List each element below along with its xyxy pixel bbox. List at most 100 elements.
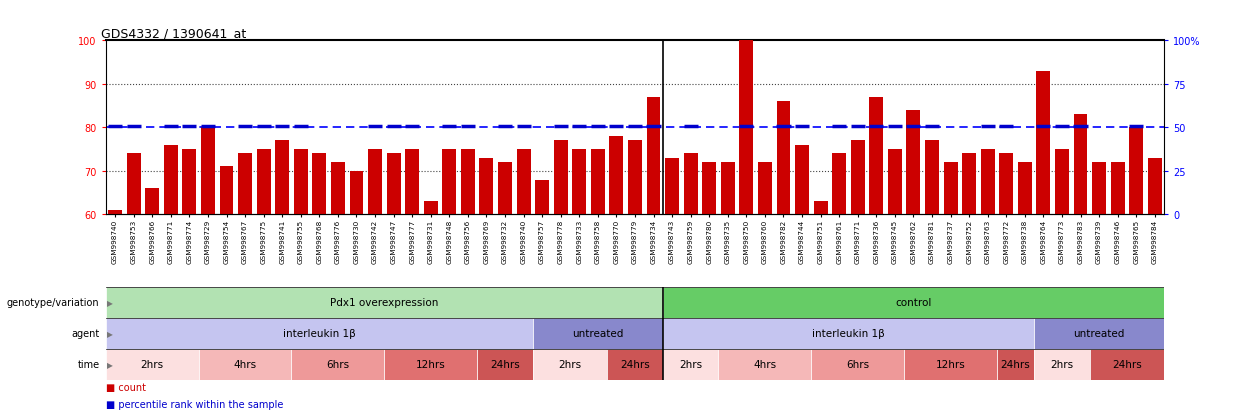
Bar	[888, 150, 901, 215]
Text: Pdx1 overexpression: Pdx1 overexpression	[330, 297, 438, 308]
Bar	[812, 349, 904, 380]
Bar	[814, 202, 828, 215]
Bar	[740, 41, 753, 215]
Bar	[718, 349, 812, 380]
Text: 2hrs: 2hrs	[141, 359, 164, 370]
Text: 24hrs: 24hrs	[620, 359, 650, 370]
Bar	[106, 287, 662, 318]
Bar	[331, 163, 345, 215]
Bar	[832, 154, 847, 215]
Text: ■ count: ■ count	[106, 382, 146, 392]
Text: interleukin 1β: interleukin 1β	[283, 328, 356, 339]
Bar	[294, 150, 308, 215]
Text: interleukin 1β: interleukin 1β	[812, 328, 885, 339]
Bar	[219, 167, 234, 215]
Text: untreated: untreated	[1073, 328, 1124, 339]
Bar	[533, 318, 662, 349]
Text: 4hrs: 4hrs	[753, 359, 777, 370]
Bar	[925, 141, 939, 215]
Bar	[477, 349, 533, 380]
Bar	[498, 163, 512, 215]
Bar	[1036, 71, 1051, 215]
Bar	[662, 349, 718, 380]
Bar	[721, 163, 735, 215]
Bar	[256, 150, 270, 215]
Bar	[1035, 349, 1089, 380]
Bar	[535, 180, 549, 215]
Bar	[944, 163, 957, 215]
Bar	[869, 97, 883, 215]
Bar	[758, 163, 772, 215]
Bar	[554, 141, 568, 215]
Text: ■ percentile rank within the sample: ■ percentile rank within the sample	[106, 399, 283, 408]
Text: GDS4332 / 1390641_at: GDS4332 / 1390641_at	[101, 27, 245, 40]
Bar	[608, 349, 662, 380]
Text: 24hrs: 24hrs	[491, 359, 520, 370]
Text: ▶: ▶	[107, 360, 113, 369]
Text: genotype/variation: genotype/variation	[7, 297, 100, 308]
Bar	[1018, 163, 1032, 215]
Bar	[442, 150, 456, 215]
Bar	[106, 349, 199, 380]
Text: control: control	[895, 297, 931, 308]
Bar	[1148, 158, 1162, 215]
Text: 12hrs: 12hrs	[416, 359, 446, 370]
Bar	[127, 154, 141, 215]
Bar	[517, 150, 530, 215]
Bar	[850, 141, 865, 215]
Bar	[904, 349, 997, 380]
Text: ▶: ▶	[107, 298, 113, 307]
Bar	[106, 318, 533, 349]
Text: 2hrs: 2hrs	[679, 359, 702, 370]
Bar	[662, 287, 1164, 318]
Text: 12hrs: 12hrs	[936, 359, 965, 370]
Bar	[573, 150, 586, 215]
Bar	[387, 154, 401, 215]
Bar	[275, 141, 289, 215]
Text: untreated: untreated	[573, 328, 624, 339]
Bar	[146, 189, 159, 215]
Bar	[350, 171, 364, 215]
Bar	[665, 158, 679, 215]
Bar	[1035, 318, 1164, 349]
Bar	[479, 158, 493, 215]
Bar	[369, 150, 382, 215]
Bar	[291, 349, 385, 380]
Bar	[199, 349, 291, 380]
Bar	[1055, 150, 1069, 215]
Bar	[684, 154, 697, 215]
Bar	[591, 150, 605, 215]
Bar	[981, 150, 995, 215]
Bar	[1000, 154, 1013, 215]
Bar	[1089, 349, 1164, 380]
Bar	[662, 318, 1035, 349]
Bar	[962, 154, 976, 215]
Text: 2hrs: 2hrs	[1051, 359, 1073, 370]
Bar	[702, 163, 716, 215]
Bar	[183, 150, 197, 215]
Bar	[997, 349, 1035, 380]
Bar	[1129, 128, 1143, 215]
Bar	[200, 128, 215, 215]
Bar	[533, 349, 608, 380]
Text: 24hrs: 24hrs	[1001, 359, 1031, 370]
Bar	[108, 210, 122, 215]
Text: 6hrs: 6hrs	[847, 359, 869, 370]
Bar	[312, 154, 326, 215]
Text: agent: agent	[71, 328, 100, 339]
Bar	[1073, 115, 1087, 215]
Bar	[627, 141, 642, 215]
Bar	[1111, 163, 1124, 215]
Bar	[461, 150, 474, 215]
Text: 2hrs: 2hrs	[559, 359, 581, 370]
Text: time: time	[77, 359, 100, 370]
Bar	[796, 145, 809, 215]
Bar	[238, 154, 251, 215]
Text: 6hrs: 6hrs	[326, 359, 350, 370]
Text: 24hrs: 24hrs	[1112, 359, 1142, 370]
Bar	[405, 150, 420, 215]
Bar	[1092, 163, 1106, 215]
Text: 4hrs: 4hrs	[234, 359, 256, 370]
Bar	[609, 137, 624, 215]
Bar	[906, 111, 920, 215]
